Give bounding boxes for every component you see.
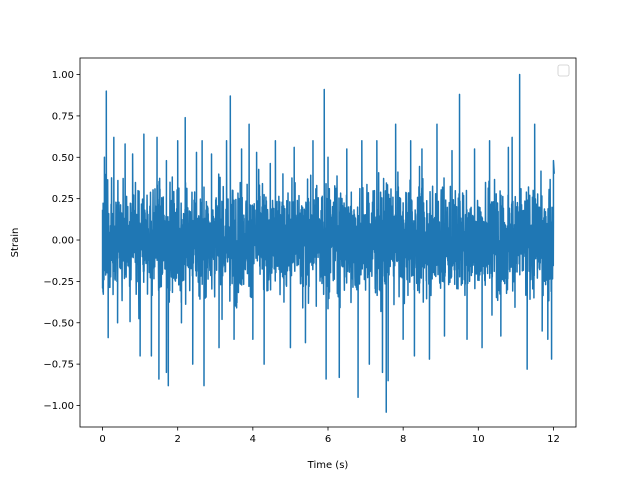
strain-series-line [101,73,555,413]
x-axis-label: Time (s) [307,460,349,471]
y-tick-label: 0.75 [52,111,74,122]
y-tick-label: 0.25 [52,194,74,205]
x-axis: 0 2 4 6 8 10 12 [99,427,560,445]
y-axis: −1.00 −0.75 −0.50 −0.25 0.00 0.25 0.50 0.75 1.00 [43,70,80,412]
y-axis-label: Strain [10,228,21,258]
y-tick-label: −0.50 [43,318,74,329]
x-tick-label: 8 [400,434,406,445]
legend-box [557,64,570,77]
x-tick-label: 0 [99,434,105,445]
x-tick-label: 12 [547,434,560,445]
y-tick-label: −0.25 [43,277,74,288]
x-tick-label: 10 [472,434,485,445]
y-tick-label: −1.00 [43,401,74,412]
x-tick-label: 6 [325,434,331,445]
x-tick-label: 4 [250,434,256,445]
y-tick-label: 1.00 [52,70,74,81]
x-tick-label: 2 [175,434,181,445]
y-tick-label: −0.75 [43,360,74,371]
y-tick-label: 0.50 [52,153,74,164]
y-tick-label: 0.00 [52,236,74,247]
series-layer [101,73,555,413]
